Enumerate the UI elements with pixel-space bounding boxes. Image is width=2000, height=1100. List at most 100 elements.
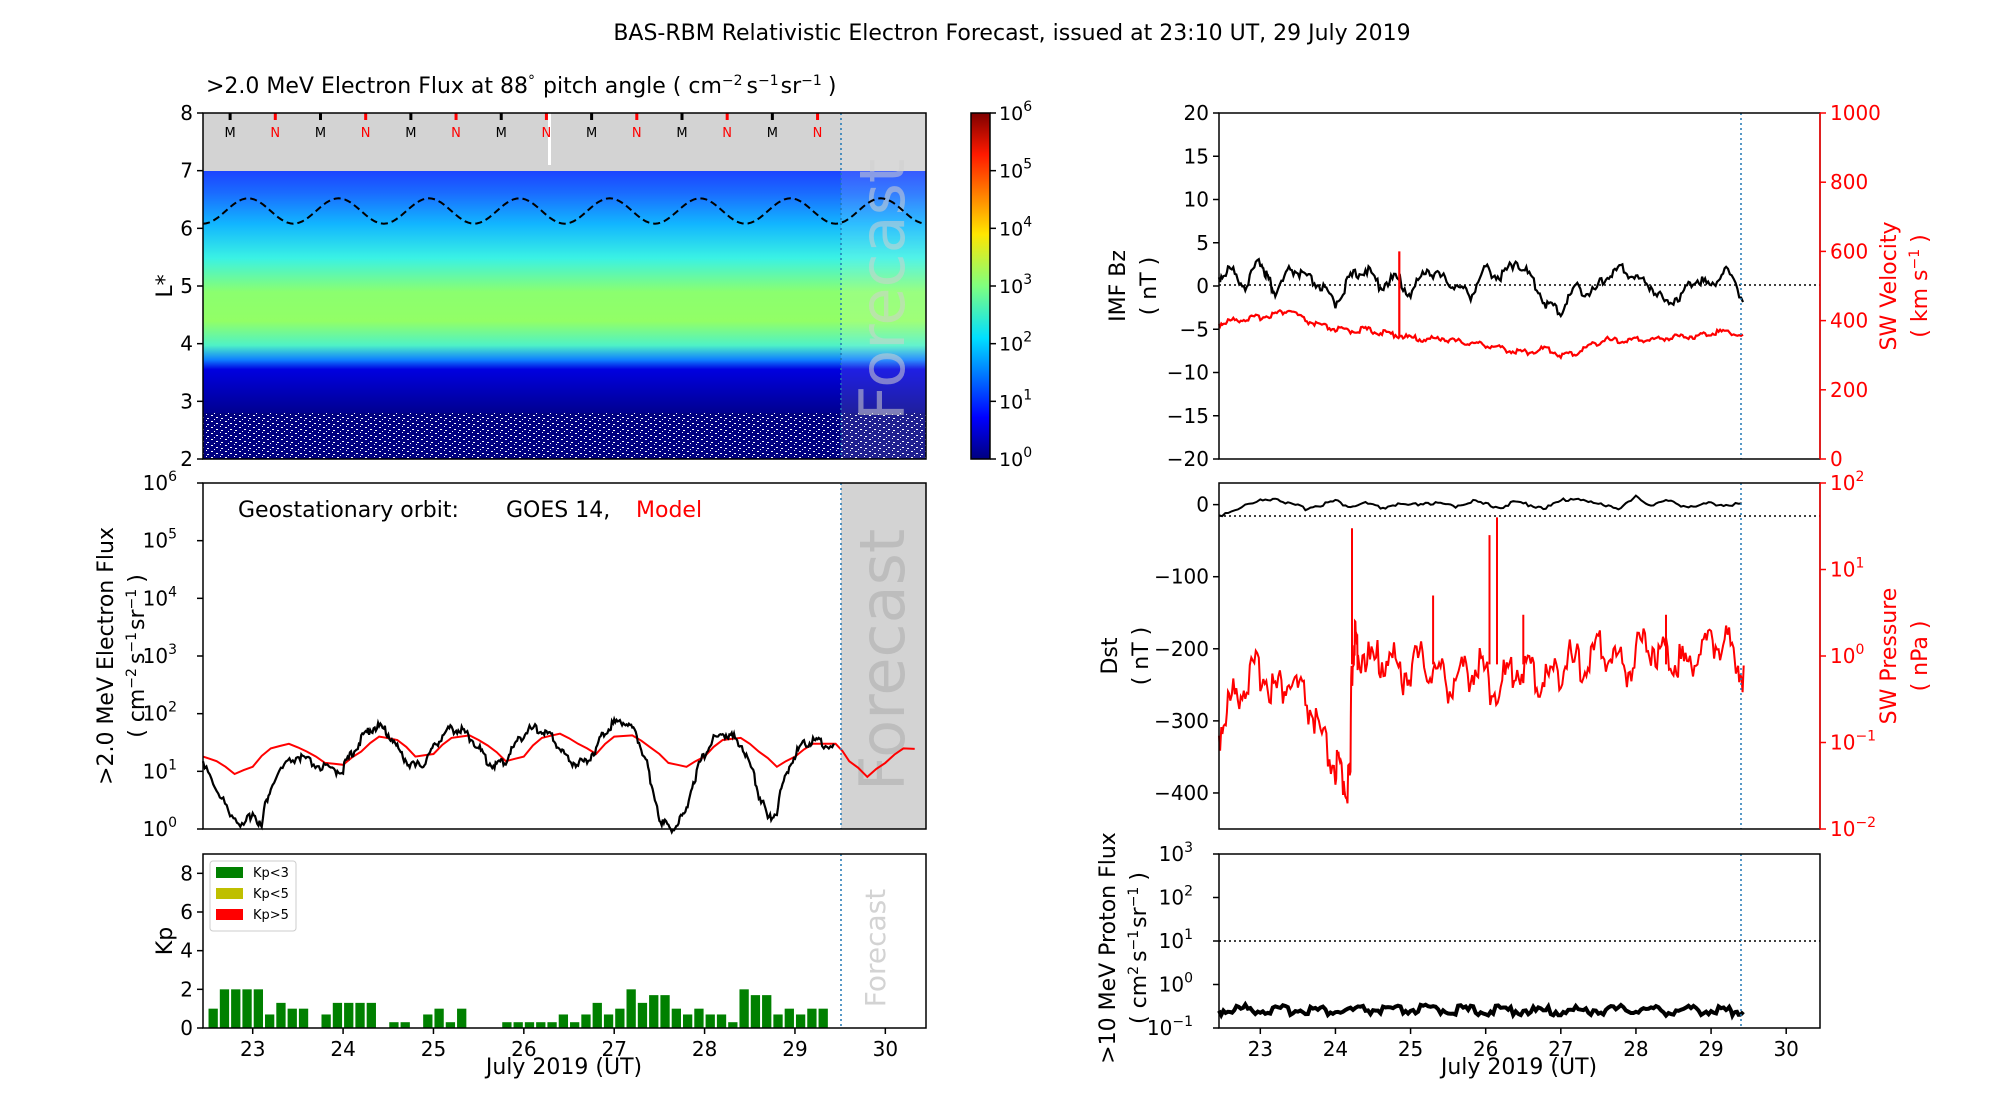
y-tick-label: 800: [1830, 170, 1868, 194]
y-tick-label: 10−1: [1147, 1014, 1193, 1040]
proton-ylabel: >10 MeV Proton Flux: [1096, 832, 1121, 1064]
y-tick-label: 0: [180, 1016, 193, 1040]
kp-bar: [389, 1022, 399, 1028]
mn-label: M: [496, 126, 507, 141]
y-tick-label: 4: [180, 332, 193, 356]
kp-bar: [682, 1014, 693, 1028]
sw-velocity-line: [1218, 251, 1744, 360]
kp-bar: [807, 1008, 817, 1028]
colorbar-tick-label: 102: [999, 330, 1032, 356]
kp-bar: [728, 1022, 738, 1028]
kp-bar: [445, 1022, 456, 1028]
geo-legend-goes: GOES 14,: [506, 498, 610, 523]
y-tick-label: 0: [1196, 274, 1209, 298]
y-tick-label: 20: [1184, 101, 1209, 125]
lstar-noise-band: [203, 413, 926, 459]
kp-bar: [547, 1022, 557, 1028]
dst-ylabel-unit: ( nT ): [1129, 627, 1154, 686]
y-tick-label: 3: [180, 389, 193, 413]
colorbar-tick-label: 104: [999, 214, 1032, 240]
y-tick-label: 2: [180, 447, 193, 471]
y-tick-label: 0: [1196, 493, 1209, 517]
left-xlabel: July 2019 (UT): [484, 1055, 642, 1080]
colorbar-tick-label: 105: [999, 157, 1032, 183]
imf-bz-line: [1217, 257, 1745, 319]
x-tick-label: 26: [511, 1037, 536, 1061]
y-tick-label: 600: [1830, 239, 1868, 263]
lstar-flux-band: [203, 171, 926, 413]
y-tick-label: 2: [180, 977, 193, 1001]
y-tick-label: 4: [180, 939, 193, 963]
mn-label: N: [451, 126, 461, 141]
colorbar-tick-label: 101: [999, 387, 1032, 413]
kp-bar: [795, 1014, 806, 1028]
figure-suptitle: BAS-RBM Relativistic Electron Forecast, …: [613, 21, 1410, 46]
y-tick-label: 101: [143, 757, 177, 783]
y-tick-label: 103: [1159, 840, 1193, 866]
kp-bar: [276, 1002, 286, 1028]
y-tick-label: 6: [180, 900, 193, 924]
y-tick-label: 400: [1830, 309, 1868, 333]
mn-label: N: [813, 126, 823, 141]
kp-legend-red-swatch: [216, 909, 243, 920]
geo-forecast-label: Forecast: [846, 529, 919, 791]
kp-bar: [773, 1014, 783, 1028]
y-tick-label: −10: [1167, 361, 1209, 385]
kp-bar: [524, 1022, 535, 1028]
lstar-ylabel: L*: [153, 274, 178, 297]
x-tick-label: 24: [1323, 1037, 1348, 1061]
geo-panel: Forecast 100 101 102 103 104 105 106 Geostatio…: [94, 469, 927, 841]
imf-y-ticks: −20 −15 −10 −5 0 5 10 15 20: [1167, 101, 1219, 471]
y-tick-label: 8: [180, 101, 193, 125]
kp-legend-yellow: Kp<5: [253, 887, 289, 902]
imf-ylabel: IMF Bz: [1106, 250, 1131, 322]
y-tick-label: 100: [1159, 971, 1193, 997]
kp-bar: [762, 995, 772, 1028]
y-tick-label: −15: [1167, 404, 1209, 428]
kp-bar: [423, 1014, 433, 1028]
kp-bar: [513, 1022, 523, 1028]
imf-panel: −20 −15 −10 −5 0 5 10 15 20 0 200 400 600 800 1000 IM…: [1106, 101, 1933, 471]
kp-bar: [457, 1008, 467, 1028]
velocity-ylabel: SW Velocity: [1877, 221, 1902, 350]
kp-bar: [355, 1002, 365, 1028]
kp-y-ticks: 0 2 4 6 8: [180, 861, 203, 1040]
proton-ylabel-units: ( cm2s−1sr−1): [1126, 872, 1152, 1024]
proton-panel: 10−1 100 101 102 103 23 24 25 26 27 28 29 30 >10 Me…: [1096, 832, 1821, 1080]
velocity-y-ticks: 0 200 400 600 800 1000: [1820, 101, 1881, 471]
y-tick-label: −5: [1180, 317, 1209, 341]
kp-bar: [265, 1014, 275, 1028]
kp-bar: [581, 1014, 591, 1028]
kp-bar: [784, 1008, 794, 1028]
y-tick-label: 5: [180, 274, 193, 298]
y-tick-label: 102: [1159, 884, 1193, 910]
kp-bar: [818, 1008, 828, 1028]
lstar-y-ticks: 2 3 4 5 6 7 8: [180, 101, 203, 471]
lstar-forecast-overlay: [841, 113, 926, 459]
proton-flux-line: [1217, 1000, 1745, 1021]
kp-bar: [208, 1008, 218, 1028]
x-tick-label: 23: [1248, 1037, 1273, 1061]
y-tick-label: 101: [1830, 556, 1864, 582]
x-tick-label: 24: [330, 1037, 355, 1061]
colorbar-tick-label: 100: [999, 445, 1032, 471]
y-tick-label: 105: [143, 527, 177, 553]
kp-bar: [434, 1008, 444, 1028]
kp-legend: Kp<3 Kp<5 Kp>5: [209, 860, 297, 932]
kp-bar: [502, 1022, 512, 1028]
y-tick-label: 106: [143, 469, 177, 495]
geo-legend-prefix: Geostationary orbit:: [238, 498, 459, 523]
lstar-forecast-label: Forecast: [846, 159, 919, 421]
y-tick-label: 15: [1184, 144, 1209, 168]
kp-ylabel: Kp: [153, 927, 178, 955]
pressure-ylabel: SW Pressure: [1877, 588, 1902, 725]
kp-bar: [536, 1022, 546, 1028]
kp-legend-red: Kp>5: [253, 908, 289, 923]
kp-bar: [219, 989, 230, 1028]
kp-bar: [558, 1014, 569, 1028]
y-tick-label: −300: [1154, 709, 1209, 733]
kp-bar: [739, 989, 749, 1028]
kp-bar: [298, 1008, 309, 1028]
mn-label: M: [225, 126, 236, 141]
